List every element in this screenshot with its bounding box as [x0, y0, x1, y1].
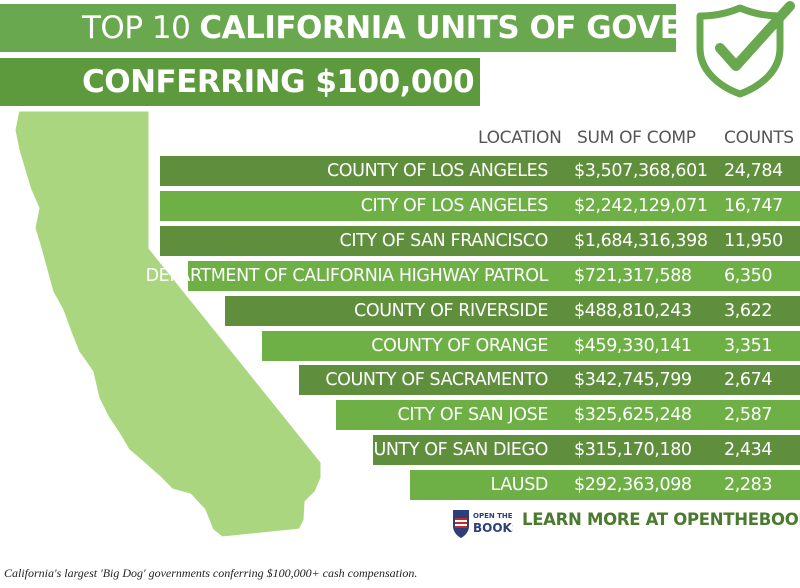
table-row: COUNTY OF SACRAMENTO $342,745,799 2,674	[299, 365, 800, 396]
logo-line-1: OPEN THE	[473, 512, 513, 520]
cell-location: COUNTY OF LOS ANGELES	[326, 161, 548, 181]
logo-line-2: BOOKS	[473, 521, 513, 535]
table-row: CITY OF LOS ANGELES $2,242,129,071 16,747	[160, 190, 800, 221]
table-row: LAUSD $292,363,098 2,283	[410, 470, 800, 501]
cell-count: 6,350	[724, 265, 773, 286]
cell-sum: $3,507,368,601	[574, 161, 708, 181]
cell-sum: $325,625,248	[574, 405, 692, 426]
table-row: DEPARTMENT OF CALIFORNIA HIGHWAY PATROL $…	[146, 260, 800, 291]
title-prefix: TOP 10	[82, 10, 191, 46]
header-location: LOCATION	[478, 128, 562, 148]
cell-location: COUNTY OF SAN DIEGO	[348, 440, 548, 461]
title-line-2: CONFERRING $100,000 PLUS	[0, 58, 572, 106]
infographic: TOP 10 CALIFORNIA UNITS OF GOVERNMENT CO…	[0, 1, 800, 540]
cell-location: COUNTY OF SACRAMENTO	[325, 370, 548, 391]
cell-sum: $315,170,180	[574, 440, 692, 461]
cell-count: 3,351	[724, 335, 773, 356]
subtitle: CONFERRING $100,000 PLUS	[82, 64, 572, 100]
cell-sum: $1,684,316,398	[574, 230, 708, 251]
table-row: COUNTY OF SAN DIEGO $315,170,180 2,434	[348, 435, 800, 466]
cell-count: 2,674	[724, 370, 773, 391]
cell-sum: $2,242,129,071	[574, 195, 708, 216]
header-counts: COUNTS	[724, 128, 794, 148]
table-row: CITY OF SAN JOSE $325,625,248 2,587	[336, 400, 800, 431]
image-caption: California's largest 'Big Dog' governmen…	[4, 566, 418, 580]
header-sum: SUM OF COMP	[577, 128, 696, 148]
cell-sum: $342,745,799	[574, 370, 692, 391]
open-the-books-logo: OPEN THE BOOKS	[453, 510, 513, 538]
cell-location: CITY OF SAN JOSE	[397, 405, 549, 426]
table-row: CITY OF SAN FRANCISCO $1,684,316,398 11,95…	[160, 225, 800, 256]
cell-sum: $721,317,588	[574, 265, 692, 286]
cell-sum: $459,330,141	[574, 335, 692, 356]
cell-count: 11,950	[724, 230, 783, 251]
footer-link[interactable]: LEARN MORE AT OPENTHEBOOKS.COM	[522, 510, 800, 529]
cell-location: LAUSD	[490, 475, 548, 496]
cell-count: 3,622	[724, 300, 773, 321]
cell-count: 2,587	[724, 405, 773, 426]
cell-location: COUNTY OF ORANGE	[371, 335, 548, 356]
cell-location: CITY OF SAN FRANCISCO	[339, 230, 549, 251]
cell-sum: $488,810,243	[574, 300, 692, 321]
cell-location: COUNTY OF RIVERSIDE	[354, 300, 548, 321]
table-row: COUNTY OF RIVERSIDE $488,810,243 3,622	[225, 295, 800, 326]
cell-count: 24,784	[724, 161, 783, 181]
cell-count: 16,747	[724, 195, 783, 216]
cell-location: CITY OF LOS ANGELES	[360, 195, 549, 216]
cell-count: 2,434	[724, 440, 773, 461]
california-map	[12, 108, 324, 540]
cell-count: 2,283	[724, 475, 773, 496]
cell-sum: $292,363,098	[574, 475, 692, 496]
cell-location: DEPARTMENT OF CALIFORNIA HIGHWAY PATROL	[145, 265, 549, 286]
column-headers: LOCATION SUM OF COMP COUNTS	[160, 124, 800, 154]
check-shield-icon	[696, 1, 795, 98]
table-row: COUNTY OF LOS ANGELES $3,507,368,601 24,78…	[160, 156, 800, 186]
table-row: COUNTY OF ORANGE $459,330,141 3,351	[262, 330, 800, 361]
title-line-1: TOP 10 CALIFORNIA UNITS OF GOVERNMENT	[0, 4, 800, 52]
